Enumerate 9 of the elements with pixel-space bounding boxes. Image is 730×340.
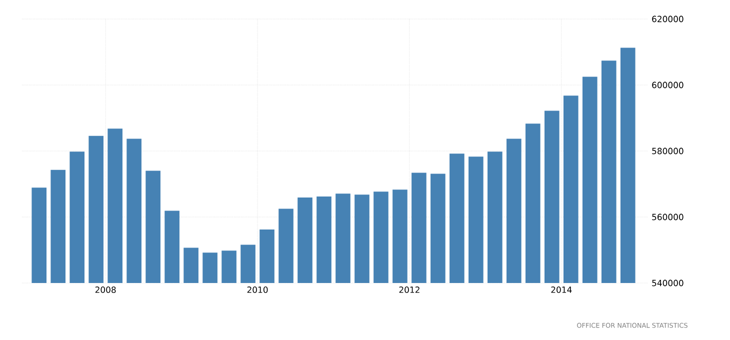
y-tick-label: 600000	[652, 82, 684, 88]
x-tick-label: 2010	[247, 286, 268, 293]
y-tick-label: 540000	[652, 280, 684, 286]
y-tick-label: 580000	[652, 148, 684, 154]
y-tick-label: 620000	[652, 16, 684, 22]
x-tick-label: 2008	[95, 286, 116, 293]
x-tick-label: 2014	[551, 286, 572, 293]
y-tick-label: 560000	[652, 214, 684, 220]
x-tick-label: 2012	[399, 286, 420, 293]
